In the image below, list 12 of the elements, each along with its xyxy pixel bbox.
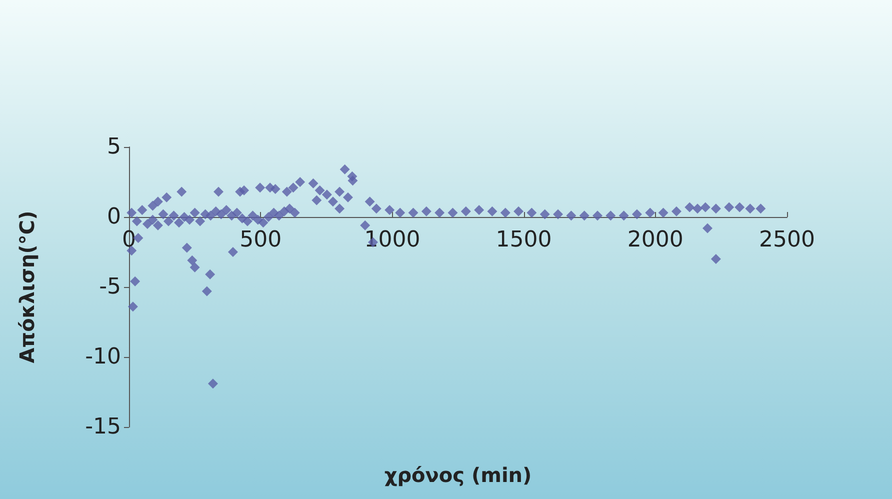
y-tick-label: -15 [85,414,121,440]
x-axis-title: χρόνος (min) [384,463,532,487]
y-tick-label: 0 [107,204,121,230]
x-tick-label: 1000 [364,228,420,252]
x-tick-label: 1500 [496,228,552,252]
y-tick-label: -5 [99,274,121,300]
x-tick-label: 500 [240,228,282,252]
y-tick-label: -10 [85,344,121,370]
x-tick-label: 2500 [759,228,815,252]
x-tick-label: 2000 [627,228,684,252]
y-axis-title: Απόκλιση(°C) [15,210,39,364]
y-tick-label: 5 [107,134,121,160]
